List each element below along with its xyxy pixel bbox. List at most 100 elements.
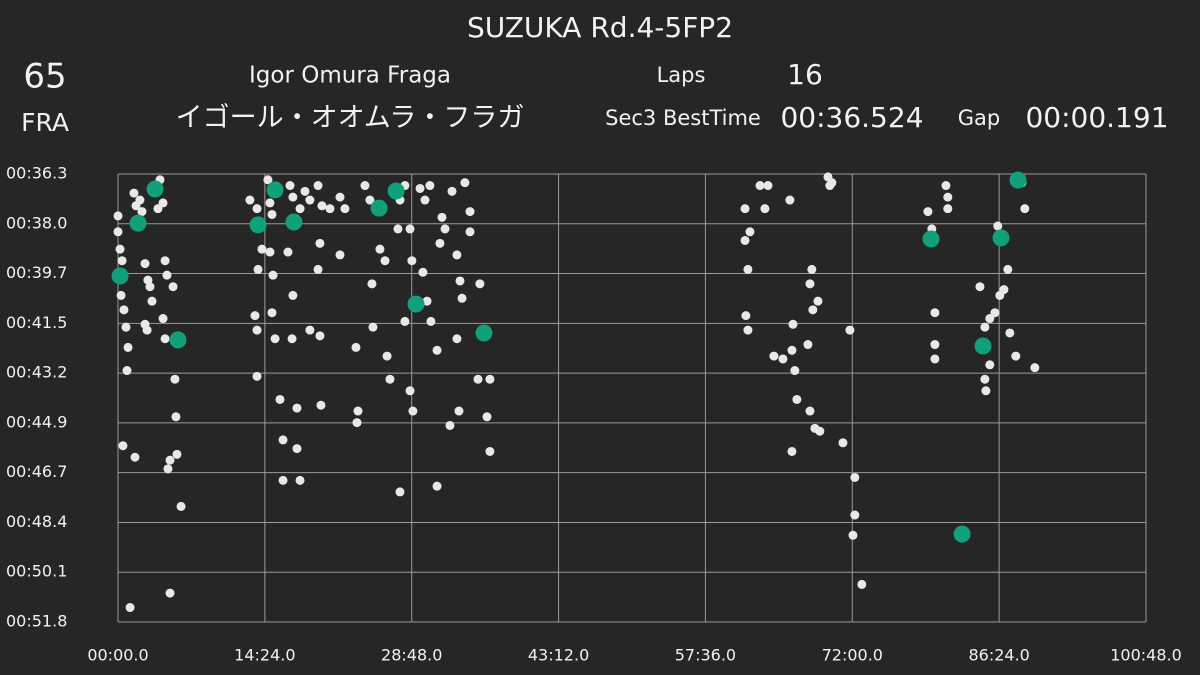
data-point bbox=[158, 314, 168, 324]
car-number: 65 bbox=[23, 57, 66, 97]
data-point bbox=[743, 325, 753, 335]
data-point bbox=[454, 406, 464, 416]
driver-name: Igor Omura Fraga bbox=[249, 63, 451, 89]
y-tick-label: 00:51.8 bbox=[6, 612, 67, 631]
data-point bbox=[440, 224, 450, 234]
data-point bbox=[265, 247, 275, 257]
data-point bbox=[432, 481, 442, 491]
data-point bbox=[368, 322, 378, 332]
data-point bbox=[160, 334, 170, 344]
data-point bbox=[808, 305, 818, 315]
data-point bbox=[465, 227, 475, 237]
data-point bbox=[743, 264, 753, 274]
data-point bbox=[111, 267, 129, 285]
data-point bbox=[278, 475, 288, 485]
x-tick-label: 100:48.0 bbox=[1110, 646, 1182, 665]
data-point bbox=[158, 198, 168, 208]
data-point bbox=[121, 322, 131, 332]
data-point bbox=[943, 192, 953, 202]
data-point bbox=[418, 267, 428, 277]
data-point bbox=[787, 345, 797, 355]
data-point bbox=[315, 238, 325, 248]
data-point bbox=[405, 224, 415, 234]
data-point bbox=[785, 195, 795, 205]
data-point bbox=[941, 181, 951, 191]
data-point bbox=[393, 224, 403, 234]
data-point bbox=[257, 244, 267, 254]
data-point bbox=[285, 213, 303, 231]
data-point bbox=[172, 449, 182, 459]
data-point bbox=[985, 360, 995, 370]
data-point bbox=[974, 337, 992, 355]
data-point bbox=[445, 420, 455, 430]
data-point bbox=[288, 290, 298, 300]
data-point bbox=[999, 285, 1009, 295]
data-point bbox=[147, 296, 157, 306]
data-point bbox=[807, 264, 817, 274]
data-point bbox=[923, 207, 933, 217]
data-point bbox=[382, 351, 392, 361]
data-point bbox=[457, 293, 467, 303]
y-tick-label: 00:46.7 bbox=[6, 462, 67, 481]
data-point bbox=[300, 186, 310, 196]
data-point bbox=[365, 195, 375, 205]
data-point bbox=[850, 510, 860, 520]
y-tick-label: 00:43.2 bbox=[6, 363, 67, 382]
data-point bbox=[165, 455, 175, 465]
data-point bbox=[452, 334, 462, 344]
data-point bbox=[407, 256, 417, 266]
data-point bbox=[267, 209, 277, 219]
data-point bbox=[340, 204, 350, 214]
y-tick-label: 00:48.4 bbox=[6, 512, 67, 531]
data-point bbox=[395, 487, 405, 497]
data-point bbox=[135, 195, 145, 205]
data-point bbox=[315, 331, 325, 341]
plot-area: 00:36.3 00:38.0 00:39.7 00:41.5 00:43.2 00:44… bbox=[6, 164, 1182, 665]
data-point bbox=[113, 227, 123, 237]
x-tick-label: 57:36.0 bbox=[675, 646, 736, 665]
data-point bbox=[367, 279, 377, 289]
data-point bbox=[447, 186, 457, 196]
data-point bbox=[292, 444, 302, 454]
x-tick-label: 14:24.0 bbox=[234, 646, 295, 665]
data-point bbox=[981, 386, 991, 396]
data-point bbox=[129, 214, 147, 232]
data-point bbox=[1003, 264, 1013, 274]
data-point bbox=[162, 270, 172, 280]
data-point bbox=[1005, 328, 1015, 338]
data-point bbox=[408, 406, 418, 416]
data-point bbox=[992, 229, 1010, 247]
data-point bbox=[740, 235, 750, 245]
x-tick-label: 28:48.0 bbox=[381, 646, 442, 665]
data-point bbox=[119, 305, 129, 315]
data-point bbox=[980, 322, 990, 332]
data-point bbox=[435, 238, 445, 248]
data-point bbox=[375, 244, 385, 254]
data-point bbox=[305, 195, 315, 205]
data-point bbox=[305, 325, 315, 335]
y-tick-label: 00:50.1 bbox=[6, 562, 67, 581]
laps: 16 bbox=[787, 58, 823, 91]
data-point bbox=[426, 316, 436, 326]
data-point bbox=[129, 188, 139, 198]
data-point bbox=[788, 319, 798, 329]
data-point bbox=[405, 386, 415, 396]
data-point bbox=[760, 204, 770, 214]
data-point bbox=[387, 182, 405, 200]
data-point bbox=[1020, 204, 1030, 214]
x-tick-label: 86:24.0 bbox=[968, 646, 1029, 665]
x-tick-label: 00:00.0 bbox=[87, 646, 148, 665]
data-point bbox=[485, 374, 495, 384]
data-point bbox=[930, 354, 940, 364]
data-point bbox=[252, 325, 262, 335]
data-point bbox=[922, 230, 940, 248]
data-point bbox=[815, 426, 825, 436]
data-point bbox=[850, 472, 860, 482]
data-point bbox=[437, 212, 447, 222]
data-point bbox=[170, 374, 180, 384]
data-point bbox=[287, 334, 297, 344]
data-point bbox=[1011, 351, 1021, 361]
data-point bbox=[317, 201, 327, 211]
